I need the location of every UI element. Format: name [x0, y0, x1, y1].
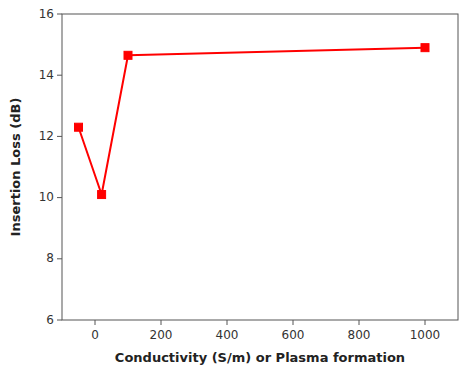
x-tick-label: 200	[150, 328, 173, 342]
x-tick	[227, 320, 228, 325]
y-tick	[57, 136, 62, 137]
y-tick-label: 14	[39, 68, 54, 82]
series-line	[79, 48, 426, 195]
x-axis-label: Conductivity (S/m) or Plasma formation	[115, 350, 405, 365]
y-tick-label: 10	[39, 190, 54, 204]
x-tick-label: 600	[282, 328, 305, 342]
x-tick-label: 800	[348, 328, 371, 342]
y-tick-label: 12	[39, 129, 54, 143]
y-tick	[57, 197, 62, 198]
x-tick	[161, 320, 162, 325]
series-group	[75, 44, 430, 199]
x-tick-label: 0	[91, 328, 99, 342]
y-tick-label: 8	[46, 251, 54, 265]
plot-background	[62, 14, 458, 320]
x-tick	[425, 320, 426, 325]
point-marker	[124, 51, 132, 59]
y-tick	[57, 14, 62, 15]
y-tick	[57, 258, 62, 259]
chart-container: 6 8 10 12 14 16 0 200 400 600 800 1000 Conductivity …	[0, 0, 474, 376]
point-marker	[421, 44, 429, 52]
x-tick	[95, 320, 96, 325]
x-tick-label: 1000	[410, 328, 441, 342]
axes: 6 8 10 12 14 16 0 200 400 600 800 1000	[39, 7, 458, 343]
y-axis-label: Insertion Loss (dB)	[8, 98, 23, 237]
point-marker	[75, 123, 83, 131]
y-tick-label: 6	[46, 313, 54, 327]
y-tick	[57, 75, 62, 76]
chart-svg: 6 8 10 12 14 16 0 200 400 600 800 1000 Conductivity …	[0, 0, 474, 376]
y-tick	[57, 320, 62, 321]
plot-frame	[62, 14, 458, 320]
x-tick-label: 400	[216, 328, 239, 342]
x-tick	[293, 320, 294, 325]
x-tick	[359, 320, 360, 325]
y-tick-label: 16	[39, 7, 54, 21]
point-marker	[98, 191, 106, 199]
